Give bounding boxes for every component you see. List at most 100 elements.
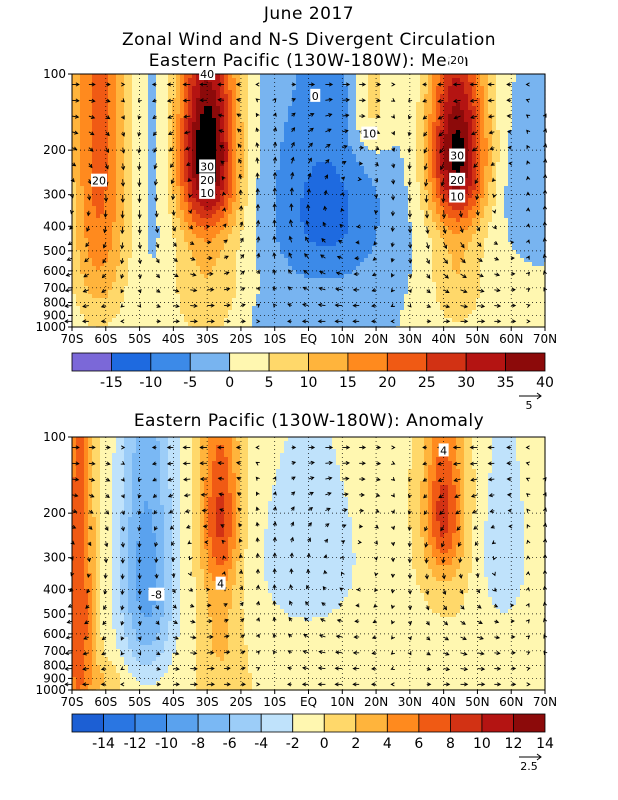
anomaly-colorbar-swatch: [386, 713, 420, 733]
mean-y-tick-label: 900: [43, 308, 66, 322]
mean-wind-vector-head: [354, 256, 359, 261]
mean-wind-vector-head: [272, 98, 277, 103]
mean-wind-vector-head: [289, 187, 294, 192]
anomaly-wind-vector-head: [289, 552, 294, 557]
anomaly-wind-vector-head: [85, 604, 90, 609]
mean-wind-vector-head: [407, 131, 412, 137]
mean-wind-vector-head: [543, 128, 547, 133]
anomaly-wind-vector-head: [390, 541, 396, 547]
anomaly-wind-vector-head: [255, 584, 261, 589]
mean-x-tick-label: 60S: [94, 332, 117, 346]
mean-wind-vector-head: [256, 219, 261, 225]
mean-wind-vector-head: [90, 115, 96, 119]
anomaly-wind-vector-head: [120, 575, 125, 580]
anomaly-wind-vector-head: [120, 666, 125, 671]
anomaly-wind-vector-head: [328, 445, 334, 450]
anomaly-wind-vector-head: [496, 651, 501, 656]
mean-x-tick-label: 40S: [162, 332, 185, 346]
mean-wind-vector: [71, 131, 78, 134]
anomaly-wind-vector-head: [525, 445, 530, 450]
anomaly-wind-vector-head: [192, 635, 197, 640]
mean-wind-vector-head: [407, 197, 412, 203]
mean-wind-vector-head: [391, 273, 395, 278]
anomaly-wind-vector-head: [354, 619, 359, 624]
anomaly-wind-vector-head: [70, 572, 75, 577]
anomaly-wind-vector-head: [81, 682, 87, 687]
anomaly-wind-vector-head: [120, 477, 125, 482]
anomaly-wind-vector-head: [317, 682, 322, 687]
mean-wind-vector-head: [352, 319, 357, 324]
anomaly-wind-vector-head: [217, 445, 222, 450]
anomaly-wind-vector-head: [204, 540, 209, 545]
mean-wind-vector-head: [106, 98, 111, 103]
mean-wind-vector-head: [103, 229, 108, 234]
anomaly-wind-vector-head: [480, 666, 486, 671]
mean-wind-vector: [477, 289, 484, 292]
anomaly-wind-vector-head: [167, 477, 172, 482]
mean-wind-vector-head: [317, 319, 322, 324]
anomaly-wind-vector-head: [106, 477, 111, 482]
mean-wind-vector-head: [287, 303, 292, 308]
anomaly-wind-vector-head: [210, 650, 215, 655]
anomaly-wind-vector-head: [454, 494, 459, 499]
mean-wind-vector: [82, 305, 89, 307]
anomaly-colorbar-label: 2: [351, 736, 360, 752]
anomaly-wind-vector-head: [104, 542, 109, 548]
anomaly-wind-vector-head: [74, 493, 79, 498]
mean-wind-vector-head: [492, 209, 497, 214]
anomaly-wind-vector-head: [75, 461, 80, 466]
mean-wind-vector-head: [102, 244, 107, 249]
mean-wind-vector-head: [153, 181, 158, 186]
mean-contour-label: 40: [200, 68, 214, 81]
mean-contour-label-box: [91, 173, 108, 187]
mean-wind-vector-head: [444, 259, 448, 265]
mean-wind-vector-head: [289, 203, 294, 208]
anomaly-wind-vector-head: [303, 634, 308, 638]
mean-wind-vector-head: [121, 115, 125, 120]
anomaly-colorbar-label: -2: [286, 736, 300, 752]
anomaly-wind-vector-head: [175, 666, 180, 671]
mean-wind-vector-head: [191, 256, 196, 261]
anomaly-x-tick-label: 50S: [128, 695, 151, 709]
mean-wind-vector-head: [237, 143, 242, 148]
anomaly-wind-vector-head: [255, 491, 260, 496]
mean-wind-vector-head: [492, 225, 497, 230]
mean-wind-vector-head: [321, 237, 326, 243]
mean-wind-vector-head: [222, 191, 227, 196]
anomaly-wind-vector-head: [137, 590, 142, 596]
anomaly-wind-vector-head: [471, 509, 477, 514]
anomaly-wind-vector-head: [542, 522, 548, 528]
mean-wind-vector: [426, 226, 429, 234]
anomaly-y-tick-label: 1000: [35, 683, 66, 697]
mean-y-tick-label: 500: [43, 244, 66, 258]
anomaly-wind-vector-head: [272, 633, 277, 638]
anomaly-wind-vector: [477, 652, 484, 655]
anomaly-y-tick-label: 200: [43, 506, 66, 520]
anomaly-wind-vector-head: [287, 682, 292, 687]
anomaly-wind-vector-head: [193, 651, 198, 656]
anomaly-wind-vector-head: [423, 510, 428, 516]
anomaly-wind-vector-head: [526, 524, 531, 529]
mean-wind-vector: [303, 286, 309, 291]
mean-reference-vector-head: [536, 392, 542, 400]
mean-wind-vector-head: [373, 241, 378, 246]
mean-wind-vector: [218, 99, 225, 101]
mean-wind-vector-head: [288, 235, 293, 240]
mean-wind-vector-head: [151, 82, 157, 87]
anomaly-wind-vector-head: [511, 666, 517, 671]
mean-wind-vector-head: [183, 130, 189, 135]
mean-y-tick-label: 600: [43, 264, 66, 278]
anomaly-wind-vector-head: [272, 616, 277, 622]
mean-wind-vector-head: [175, 319, 180, 324]
anomaly-wind-vector-head: [495, 635, 501, 640]
mean-wind-vector-head: [361, 98, 366, 103]
mean-wind-vector: [453, 99, 461, 102]
mean-wind-vector-head: [272, 268, 277, 274]
mean-wind-vector-head: [453, 115, 458, 120]
mean-wind-vector-head: [459, 228, 464, 234]
anomaly-wind-vector-head: [291, 491, 296, 496]
anomaly-wind-vector-head: [105, 494, 110, 498]
mean-wind-vector-head: [470, 131, 476, 136]
mean-wind-vector-head: [328, 113, 333, 118]
mean-wind-vector: [477, 305, 485, 307]
